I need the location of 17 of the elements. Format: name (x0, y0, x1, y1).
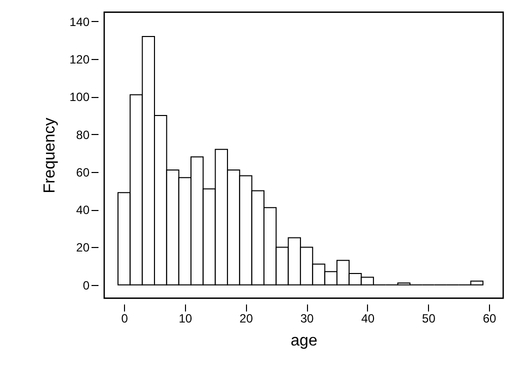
x-tick-label: 20 (240, 312, 254, 326)
y-axis-title: Frequency (41, 118, 58, 194)
y-tick-label: 120 (69, 52, 90, 67)
x-tick-label: 10 (178, 312, 192, 326)
x-tick-label: 30 (300, 312, 314, 326)
y-tick-label: 80 (76, 128, 90, 142)
y-tick-label: 40 (76, 203, 90, 218)
x-tick-label: 60 (482, 312, 497, 326)
x-axis-title: age (290, 332, 318, 350)
y-tick-label: 60 (76, 165, 90, 180)
x-tick-label: 40 (361, 312, 375, 326)
y-tick-label: 100 (69, 90, 90, 104)
y-tick-label: 0 (82, 278, 90, 292)
x-tick-label: 0 (121, 312, 128, 326)
x-tick-label: 50 (422, 312, 436, 326)
y-tick-label: 140 (69, 14, 90, 29)
y-tick-label: 20 (76, 240, 90, 255)
